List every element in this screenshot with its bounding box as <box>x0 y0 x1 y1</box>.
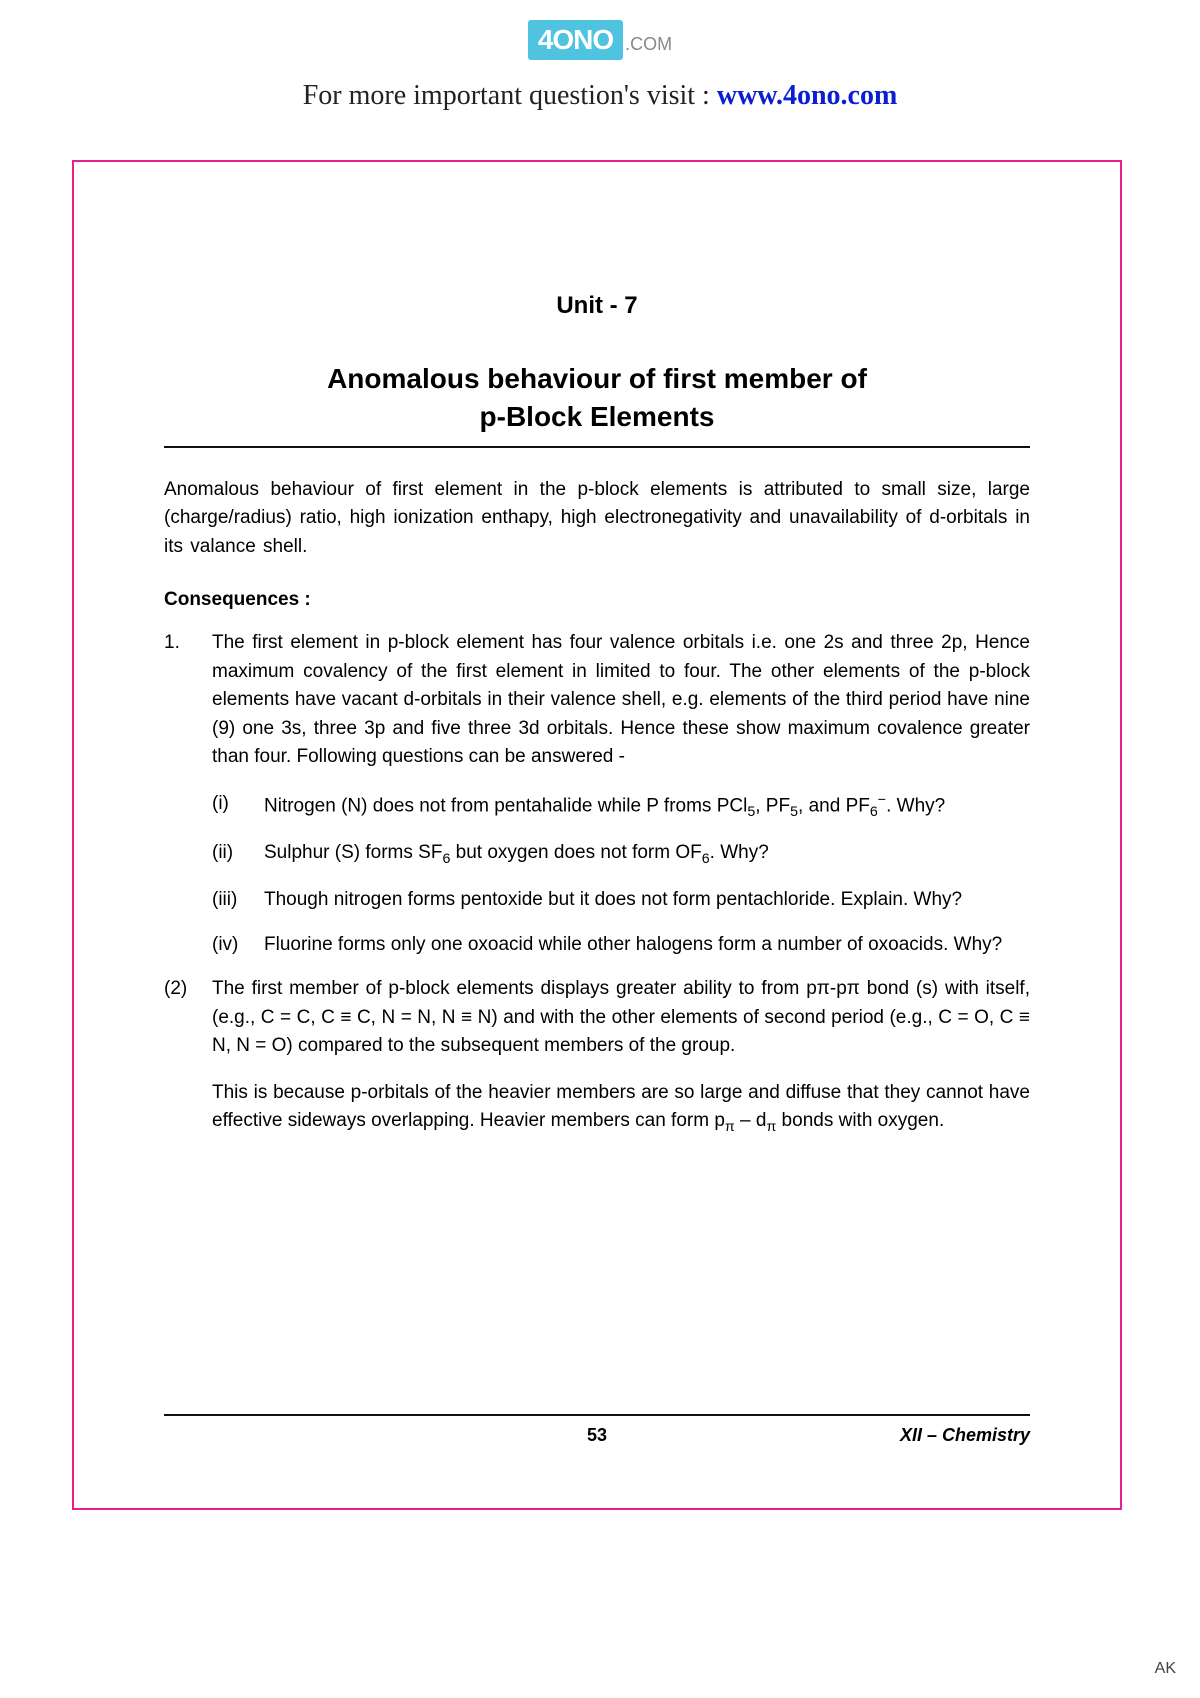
item-text: The first member of p-block elements dis… <box>212 975 1030 1061</box>
site-logo: 4ONO <box>528 20 623 60</box>
list-item-2: (2) The first member of p-block elements… <box>164 975 1030 1061</box>
corner-mark: AK <box>1155 1660 1176 1678</box>
sub-item-iii: (iii) Though nitrogen forms pentoxide bu… <box>212 886 1030 915</box>
sub-item-iv: (iv) Fluorine forms only one oxoacid whi… <box>212 931 1030 960</box>
sub-item-i: (i) Nitrogen (N) does not from pentahali… <box>212 790 1030 824</box>
item-2-continuation: This is because p-orbitals of the heavie… <box>212 1079 1030 1139</box>
footer-subject: XII – Chemistry <box>900 1425 1030 1446</box>
sub-text: Fluorine forms only one oxoacid while ot… <box>264 931 1030 960</box>
unit-label: Unit - 7 <box>164 292 1030 320</box>
intro-paragraph: Anomalous behaviour of first element in … <box>164 476 1030 562</box>
sub-item-ii: (ii) Sulphur (S) forms SF6 but oxygen do… <box>212 839 1030 870</box>
site-logo-suffix: .COM <box>625 34 672 54</box>
roman-marker: (i) <box>212 790 264 824</box>
title-line-2: p-Block Elements <box>480 401 715 432</box>
consequences-heading: Consequences : <box>164 589 1030 611</box>
title-line-1: Anomalous behaviour of first member of <box>327 363 867 394</box>
header-prefix: For more important question's visit : <box>303 80 717 111</box>
sub-text: Nitrogen (N) does not from pentahalide w… <box>264 790 1030 824</box>
roman-marker: (ii) <box>212 839 264 870</box>
page-frame: Unit - 7 Anomalous behaviour of first me… <box>72 160 1122 1510</box>
roman-marker: (iv) <box>212 931 264 960</box>
header-link[interactable]: www.4ono.com <box>717 80 897 111</box>
logo-area: 4ONO.COM <box>0 0 1200 60</box>
item-number: 1. <box>164 629 212 772</box>
roman-marker: (iii) <box>212 886 264 915</box>
sub-text: Sulphur (S) forms SF6 but oxygen does no… <box>264 839 1030 870</box>
list-item-1: 1. The first element in p-block element … <box>164 629 1030 772</box>
item-number: (2) <box>164 975 212 1061</box>
item-text: The first element in p-block element has… <box>212 629 1030 772</box>
chapter-title: Anomalous behaviour of first member of p… <box>164 360 1030 448</box>
header-line: For more important question's visit : ww… <box>0 80 1200 112</box>
footer-rule <box>164 1414 1030 1416</box>
sub-text: Though nitrogen forms pentoxide but it d… <box>264 886 1030 915</box>
